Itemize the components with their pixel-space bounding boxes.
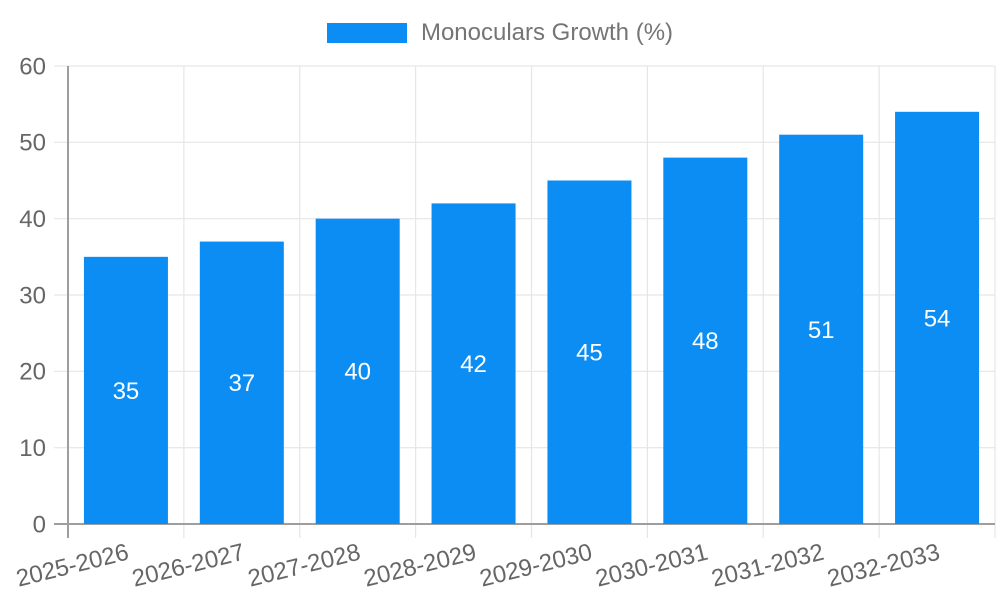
bar-2031-2032[interactable] — [779, 134, 864, 524]
y-tick-label: 50 — [19, 130, 46, 157]
bar-2027-2028[interactable] — [315, 218, 400, 524]
x-tick-label: 2029-2030 — [477, 539, 595, 593]
x-tick-label: 2031-2032 — [709, 539, 827, 593]
bar-value-label: 54 — [924, 305, 951, 332]
bar-2029-2030[interactable] — [547, 180, 632, 525]
bar-value-label: 35 — [113, 378, 140, 405]
x-tick-label: 2030-2031 — [593, 539, 711, 593]
bar-value-label: 48 — [692, 328, 719, 355]
x-tick-label: 2027-2028 — [245, 539, 363, 593]
y-tick-label: 0 — [33, 511, 46, 538]
x-tick-label: 2026-2027 — [129, 539, 247, 593]
x-tick-label: 2032-2033 — [825, 539, 943, 593]
x-tick-label: 2028-2029 — [361, 539, 479, 593]
y-tick-label: 30 — [19, 282, 46, 309]
bar-value-label: 40 — [344, 359, 371, 386]
legend-item-monoculars-growth[interactable]: Monoculars Growth (%) — [326, 19, 674, 46]
bar-value-label: 45 — [576, 340, 603, 367]
bar-2028-2029[interactable] — [431, 203, 516, 524]
bar-value-label: 37 — [228, 370, 255, 397]
legend-label: Monoculars Growth (%) — [420, 19, 674, 46]
bar-2025-2026[interactable] — [83, 256, 168, 524]
y-tick-label: 10 — [19, 435, 46, 462]
bar-value-label: 51 — [808, 317, 835, 344]
bar-2032-2033[interactable] — [895, 111, 980, 525]
bar-value-label: 42 — [460, 351, 487, 378]
y-tick-label: 20 — [19, 359, 46, 386]
chart-legend: Monoculars Growth (%) — [0, 19, 1000, 46]
bar-2026-2027[interactable] — [199, 241, 284, 525]
bar-2030-2031[interactable] — [663, 157, 748, 524]
x-tick-label: 2025-2026 — [13, 539, 131, 593]
legend-swatch-icon — [326, 23, 407, 43]
y-tick-label: 40 — [19, 206, 46, 233]
y-tick-label: 60 — [19, 53, 46, 80]
